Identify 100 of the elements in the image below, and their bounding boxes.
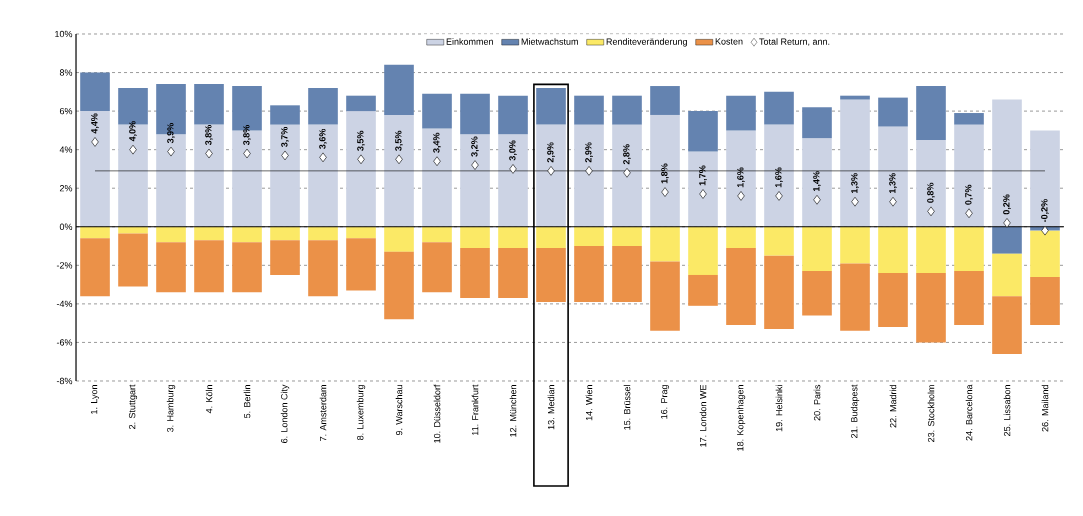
bar (308, 124, 338, 227)
x-tick-label: 22. Madrid (889, 385, 897, 428)
data-label: 3,8% (243, 125, 251, 146)
bar (612, 124, 642, 227)
data-label: 1,3% (889, 173, 897, 193)
bar (688, 151, 718, 227)
x-tick-label: 4. Köln (205, 385, 213, 414)
bar (308, 240, 338, 297)
point (395, 154, 403, 165)
bar (270, 240, 300, 275)
bar (308, 87, 338, 125)
data-label: 4,4% (91, 113, 99, 134)
x-tick-label: 14. Wien (585, 385, 593, 421)
bar (498, 247, 528, 299)
bar (574, 95, 604, 125)
bar (802, 226, 832, 272)
data-label: -0,2% (1041, 199, 1049, 223)
bar (802, 107, 832, 139)
bar (612, 226, 642, 247)
bar (612, 95, 642, 125)
bar (346, 95, 376, 112)
x-tick-label: 26. Mailand (1041, 385, 1049, 432)
data-label: 1,3% (851, 173, 859, 193)
point (699, 189, 707, 199)
bar (574, 226, 604, 247)
x-tick-label: 10. Düsseldorf (433, 384, 441, 443)
x-tick-label: 24. Barcelona (965, 384, 973, 441)
bar (536, 247, 566, 302)
bar (954, 113, 984, 125)
bar (194, 84, 224, 125)
point (965, 208, 973, 219)
bar (232, 242, 262, 293)
x-tick-label: 18. Kopenhagen (736, 385, 746, 451)
data-label: 0,7% (965, 184, 973, 205)
bar (270, 124, 300, 227)
bar (422, 242, 452, 293)
bar (992, 99, 1022, 227)
bar (840, 95, 870, 100)
y-tick-label: -8% (56, 377, 73, 385)
bar (688, 274, 718, 306)
point (243, 148, 251, 159)
bar (992, 253, 1022, 297)
x-tick-label: 16. Prag (660, 385, 670, 419)
y-tick-label: -4% (56, 300, 73, 308)
bar (460, 226, 490, 248)
legend-label: Renditeveränderung (606, 38, 687, 47)
x-tick-label: 6. London City (280, 384, 290, 443)
bar (1030, 130, 1060, 227)
bar (954, 271, 984, 326)
bar (1030, 230, 1060, 277)
data-label: 0,2% (1003, 194, 1011, 215)
x-tick-label: 7. Amsterdam (319, 385, 327, 441)
bar (498, 134, 528, 227)
x-tick-label: 25. Lissabon (1003, 385, 1011, 436)
point (889, 196, 897, 207)
point (661, 187, 669, 197)
point (1041, 225, 1049, 236)
bar (118, 226, 148, 234)
point (585, 166, 593, 176)
data-label: 3,6% (319, 128, 327, 149)
data-label: 0,8% (927, 182, 935, 203)
point (1003, 218, 1011, 228)
legend-label: Mietwachstum (521, 38, 578, 45)
data-label: 3,4% (433, 132, 441, 153)
data-label: 2,8% (623, 144, 631, 165)
point (357, 154, 365, 165)
data-label: 3,9% (167, 123, 175, 144)
bar (460, 134, 490, 227)
bar (498, 226, 528, 248)
point (775, 191, 783, 201)
data-label: 1,4% (813, 171, 821, 192)
bar (460, 93, 490, 135)
bar (498, 95, 528, 135)
y-tick-label: 8% (59, 69, 73, 76)
point (129, 144, 137, 155)
bar (194, 240, 224, 293)
point (471, 160, 479, 170)
bar (878, 226, 908, 274)
bar (650, 261, 680, 331)
x-tick-label: 8. Luxemburg (356, 385, 366, 440)
bar (574, 124, 604, 227)
data-label: 3,7% (281, 126, 289, 148)
x-tick-label: 3. Hamburg (166, 385, 176, 433)
x-tick-label: 21. Budapest (850, 384, 860, 438)
bar (422, 226, 452, 243)
bar (384, 226, 414, 252)
x-tick-label: 2. Stuttgart (128, 384, 138, 429)
bar (80, 72, 110, 112)
bar (536, 226, 566, 248)
bar (840, 263, 870, 331)
bar (346, 111, 376, 227)
bar (536, 87, 566, 125)
bar (916, 226, 946, 274)
bar (650, 114, 680, 227)
y-tick-label: 10% (55, 30, 73, 38)
bar (574, 246, 604, 302)
x-tick-label: 11. Frankfurt (471, 384, 479, 436)
bar (308, 226, 338, 241)
data-label: 3,5% (357, 130, 365, 151)
bar (384, 114, 414, 227)
